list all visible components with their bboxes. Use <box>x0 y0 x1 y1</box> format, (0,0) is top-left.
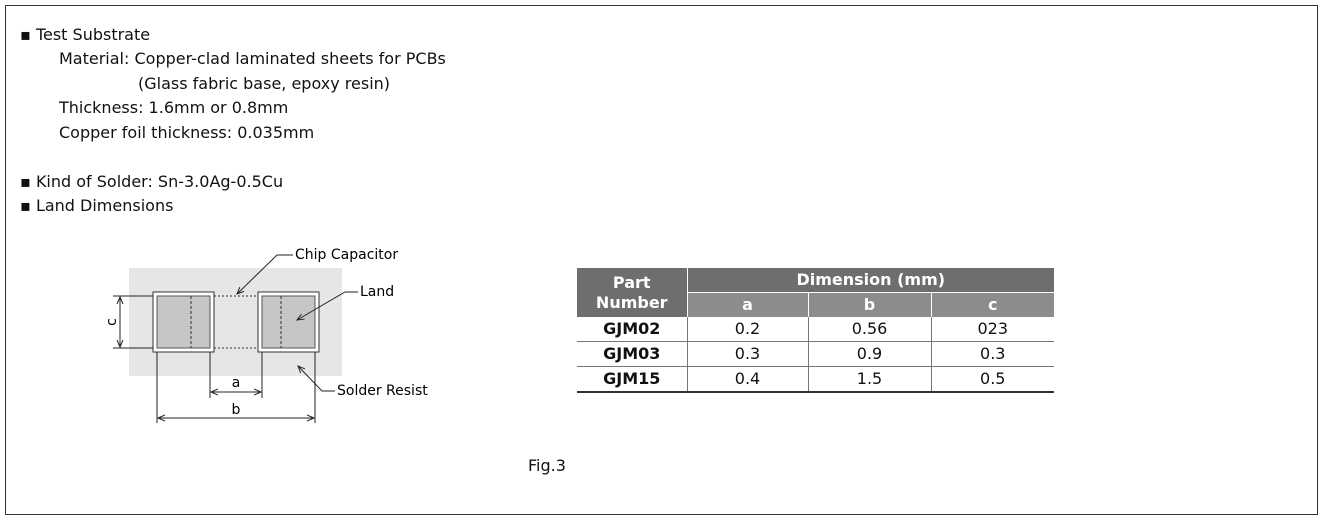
item-line: (Glass fabric base, epoxy resin) <box>138 74 391 93</box>
header-cell: b <box>807 292 931 317</box>
table-cell: GJM15 <box>577 366 687 393</box>
land-diagram: Chip Capacitor Land Solder Resist c a b <box>104 247 428 423</box>
bullet-item: ▪ Test Substrate <box>20 25 151 44</box>
page: ▪ Test Substrate Material: Copper-clad l… <box>5 5 1318 515</box>
resist-label: Solder Resist <box>337 383 428 399</box>
table-cell: 1.5 <box>807 366 931 393</box>
figure-caption: Fig.3 <box>528 456 566 475</box>
table-cell: 0.3 <box>686 341 808 367</box>
item-title: Test Substrate <box>35 25 151 44</box>
dim-label: c <box>104 318 120 326</box>
item-line: Thickness: 1.6mm or 0.8mm <box>59 98 289 117</box>
dim-label: b <box>232 402 241 418</box>
item-line: Copper foil thickness: 0.035mm <box>59 123 315 142</box>
bullet-item: ▪ Kind of Solder: Sn-3.0Ag-0.5Cu <box>20 172 284 191</box>
dim-label: a <box>232 375 241 391</box>
table-cell: 0.3 <box>930 341 1054 367</box>
land-label: Land <box>360 284 394 300</box>
table-cell: 023 <box>930 317 1054 342</box>
table-cell: 0.9 <box>807 341 931 367</box>
table-cell: GJM03 <box>577 341 687 367</box>
header-cell: Dimension (mm) <box>686 268 1054 293</box>
table-cell: 0.5 <box>930 366 1054 393</box>
table-cell: GJM02 <box>577 317 687 342</box>
table-row: GJM03 0.3 0.9 0.3 <box>577 341 1054 367</box>
item-title: Kind of Solder: Sn-3.0Ag-0.5Cu <box>35 172 284 191</box>
header-cell: Part Number <box>577 268 687 317</box>
table-row: GJM15 0.4 1.5 0.5 <box>577 366 1054 393</box>
item-title: Land Dimensions <box>35 196 174 215</box>
header-cell: c <box>930 292 1054 317</box>
table-cell: 0.4 <box>686 366 808 393</box>
bullet-item: ▪ Land Dimensions <box>20 196 174 215</box>
header-cell: a <box>686 292 808 317</box>
table-row: GJM02 0.2 0.56 023 <box>577 317 1054 342</box>
table-cell: 0.56 <box>807 317 931 342</box>
chip-label: Chip Capacitor <box>295 247 398 263</box>
table-cell: 0.2 <box>686 317 808 342</box>
item-line: Material: Copper-clad laminated sheets f… <box>59 49 446 68</box>
